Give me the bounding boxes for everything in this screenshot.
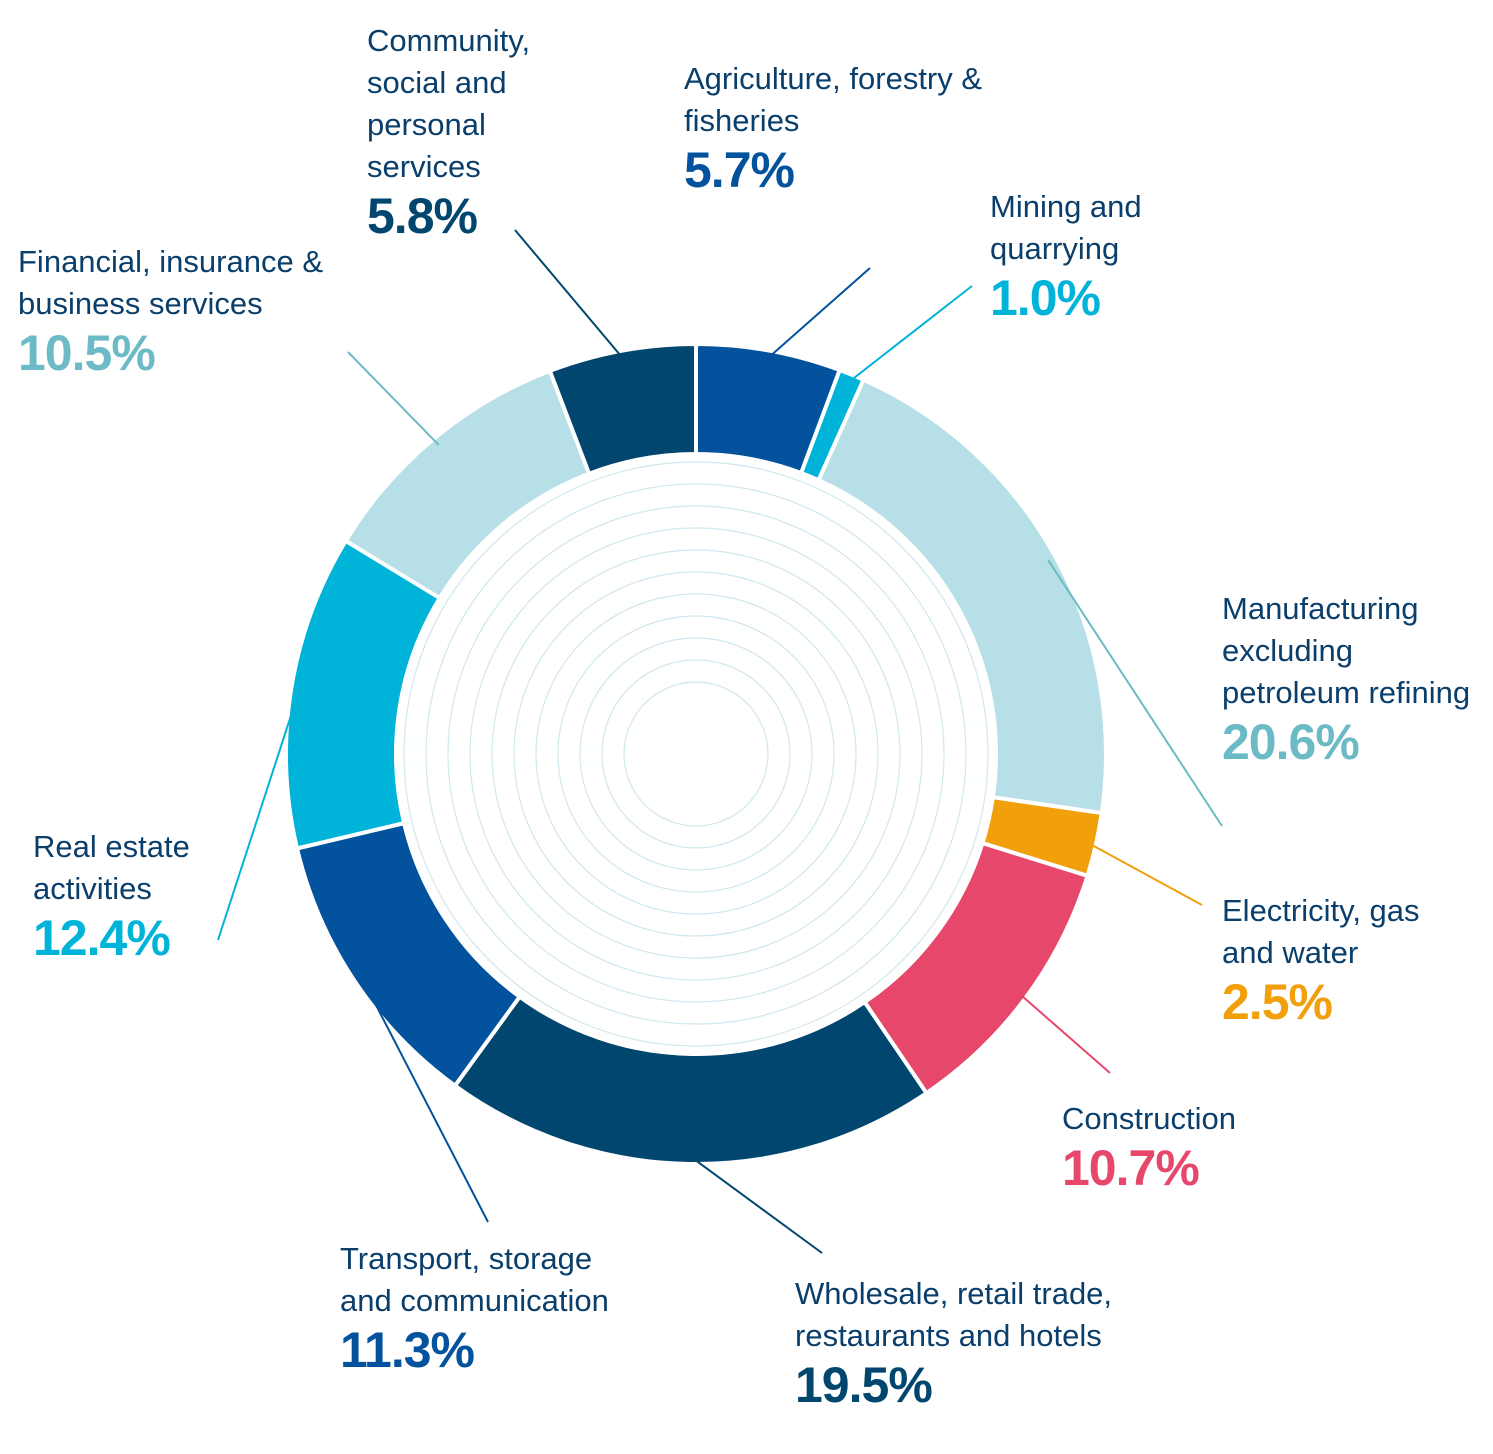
decor-ring bbox=[403, 461, 989, 1047]
category-name: Real estate activities bbox=[33, 829, 190, 906]
category-name: Wholesale, retail trade, restaurants and… bbox=[795, 1276, 1113, 1353]
value-label: 11.3% bbox=[340, 1322, 475, 1378]
donut-segment bbox=[547, 341, 698, 477]
category-name: Financial, insurance & business services bbox=[18, 244, 323, 321]
category-name: Construction bbox=[1062, 1101, 1237, 1136]
decor-ring bbox=[425, 483, 967, 1025]
donut-segment bbox=[342, 368, 592, 601]
value-label: 5.8% bbox=[367, 188, 478, 244]
value-label: 5.7% bbox=[684, 142, 795, 198]
decor-ring bbox=[491, 549, 901, 959]
category-name: Electricity, gas and water bbox=[1222, 893, 1420, 970]
decor-ring bbox=[535, 593, 857, 915]
category-name: Mining and quarrying bbox=[990, 189, 1142, 266]
donut-segment bbox=[815, 377, 1108, 816]
decor-ring bbox=[557, 615, 835, 893]
decor-ring bbox=[601, 659, 791, 849]
leader-line bbox=[360, 976, 489, 1223]
segment-label: Electricity, gas and water 2.5% bbox=[1222, 890, 1442, 1030]
value-label: 10.5% bbox=[18, 325, 156, 381]
segment-label: Wholesale, retail trade, restaurants and… bbox=[795, 1273, 1135, 1413]
decor-ring bbox=[579, 637, 813, 871]
segment-label: Financial, insurance & business services… bbox=[18, 241, 338, 381]
value-label: 19.5% bbox=[795, 1357, 933, 1413]
leader-line bbox=[514, 229, 624, 360]
leader-line bbox=[347, 351, 440, 446]
leader-line bbox=[1087, 842, 1203, 906]
donut-segment bbox=[284, 538, 443, 851]
segment-label: Real estate activities 12.4% bbox=[33, 826, 263, 966]
leader-line bbox=[217, 690, 300, 941]
value-label: 10.7% bbox=[1062, 1140, 1200, 1196]
segment-label: Agriculture, forestry & fisheries 5.7% bbox=[684, 58, 1044, 198]
leader-line bbox=[1047, 559, 1223, 827]
category-name: Community, social and personal services bbox=[367, 23, 531, 184]
segment-label: Manufacturing excluding petroleum refini… bbox=[1222, 588, 1492, 770]
segment-label: Construction 10.7% bbox=[1062, 1098, 1322, 1196]
value-label: 1.0% bbox=[990, 270, 1101, 326]
category-name: Manufacturing excluding petroleum refini… bbox=[1222, 591, 1471, 710]
decor-ring bbox=[623, 681, 769, 827]
category-name: Agriculture, forestry & fisheries bbox=[684, 61, 983, 138]
leader-line bbox=[848, 285, 973, 383]
segment-label: Transport, storage and communication 11.3… bbox=[340, 1238, 640, 1378]
decor-ring bbox=[447, 505, 945, 1003]
value-label: 2.5% bbox=[1222, 974, 1333, 1030]
value-label: 12.4% bbox=[33, 910, 171, 966]
value-label: 20.6% bbox=[1222, 714, 1360, 770]
decor-ring bbox=[469, 527, 923, 981]
category-name: Transport, storage and communication bbox=[340, 1241, 609, 1318]
decor-ring bbox=[513, 571, 879, 937]
segment-label: Community, social and personal services 5… bbox=[367, 20, 592, 244]
donut-segment bbox=[452, 993, 930, 1166]
leader-line bbox=[1018, 992, 1111, 1074]
segment-label: Mining and quarrying 1.0% bbox=[990, 186, 1230, 326]
leader-line bbox=[766, 267, 871, 360]
leader-line bbox=[689, 1155, 823, 1254]
